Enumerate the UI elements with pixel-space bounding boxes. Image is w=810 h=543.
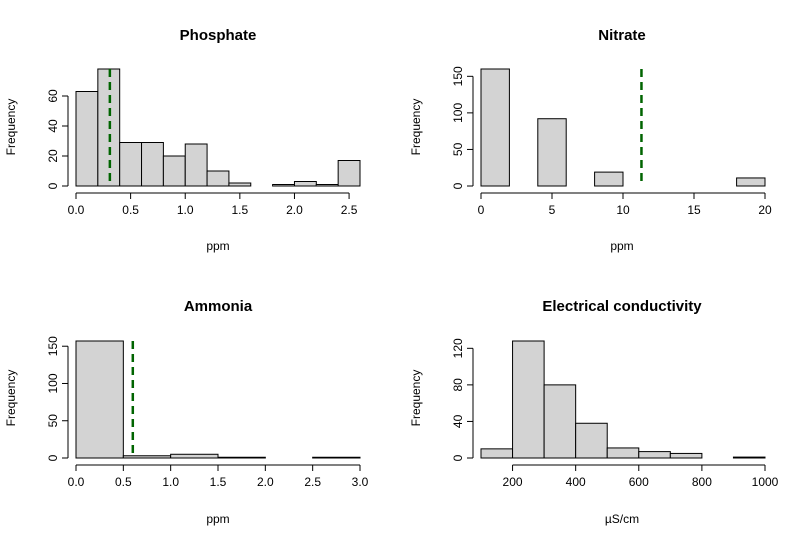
y-axis-label: Frequency [409,370,423,427]
histogram-bar [480,448,514,459]
x-tick-label: 1.0 [177,203,194,217]
x-axis-label: µS/cm [605,512,639,526]
x-tick-label: 0 [478,203,485,217]
x-tick-label: 600 [629,475,649,489]
histogram-bar [228,182,252,187]
histogram-bar [606,447,640,459]
chart-title: Phosphate [180,27,257,44]
histogram-bar [575,422,608,459]
histogram-bar [638,451,671,459]
y-axis-label: Frequency [4,370,18,427]
histogram-bar [170,453,219,459]
x-tick-label: 200 [503,475,523,489]
histogram-bar [217,456,266,459]
histogram-bar [480,68,510,187]
x-tick-label: 20 [758,203,772,217]
histogram-bar [543,384,577,459]
y-tick-label: 0 [46,182,60,189]
y-tick-label: 120 [451,338,465,358]
x-tick-label: 400 [566,475,586,489]
panel-nitrate: Nitrate ppm Frequency 0 5 10 15 20 0 50 100 150 [409,27,772,253]
x-tick-label: 5 [549,203,556,217]
chart-title: Nitrate [598,27,646,44]
x-tick-label: 2.0 [257,475,274,489]
x-tick-label: 2.5 [341,203,358,217]
histogram-bar [594,171,624,187]
y-tick-label: 20 [46,149,60,163]
y-tick-label: 50 [46,414,60,428]
histogram-bar [75,91,99,187]
chart-title: Ammonia [184,298,253,315]
y-axis-label: Frequency [409,99,423,156]
panel-electrical-conductivity: Electrical conductivity µS/cm Frequency … [409,298,779,526]
histogram-bar [293,181,317,187]
y-axis-label: Frequency [4,99,18,156]
histogram-bar [119,142,143,187]
y-tick-label: 40 [46,119,60,133]
x-tick-label: 10 [616,203,630,217]
histogram-bar [315,184,339,187]
y-tick-label: 150 [46,336,60,356]
histogram-bar [732,456,766,459]
y-tick-label: 0 [46,454,60,461]
histogram-bar [122,455,172,459]
x-tick-label: 0.0 [68,475,85,489]
x-tick-label: 15 [687,203,701,217]
x-tick-label: 1000 [752,475,779,489]
histogram-bar [736,177,766,187]
x-tick-label: 2.5 [304,475,321,489]
x-tick-label: 1.0 [162,475,179,489]
x-tick-label: 2.0 [286,203,303,217]
y-tick-label: 100 [451,103,465,123]
histogram-bar [537,118,567,187]
x-axis-label: ppm [206,239,229,253]
x-tick-label: 0.5 [122,203,139,217]
x-tick-label: 0.5 [115,475,132,489]
histogram-bar [272,184,295,187]
x-tick-label: 1.5 [232,203,249,217]
x-tick-label: 3.0 [352,475,369,489]
panel-phosphate: Phosphate ppm Frequency 0.0 0.5 1.0 1.5 2.0 2… [4,27,361,253]
histogram-bar [512,340,545,459]
y-tick-label: 100 [46,373,60,393]
y-tick-label: 80 [451,378,465,392]
histogram-bar [337,160,361,187]
x-axis-label: ppm [206,512,229,526]
y-tick-label: 50 [451,142,465,156]
histogram-bar [669,452,703,459]
histogram-bar [141,142,164,187]
x-tick-label: 1.5 [210,475,227,489]
histogram-bar [162,155,186,187]
y-tick-label: 40 [451,414,465,428]
histogram-bar [184,143,208,187]
y-tick-label: 150 [451,66,465,86]
y-tick-label: 0 [451,454,465,461]
histogram-bar [312,456,361,459]
y-tick-label: 0 [451,182,465,189]
y-tick-label: 60 [46,89,60,103]
x-tick-label: 800 [692,475,712,489]
histogram-bar [206,170,230,187]
chart-title: Electrical conductivity [542,298,702,315]
x-axis-label: ppm [610,239,633,253]
panel-ammonia: Ammonia ppm Frequency 0.0 0.5 1.0 1.5 2.0 2.5… [4,298,369,526]
histogram-bar [75,340,124,459]
x-tick-label: 0.0 [68,203,85,217]
